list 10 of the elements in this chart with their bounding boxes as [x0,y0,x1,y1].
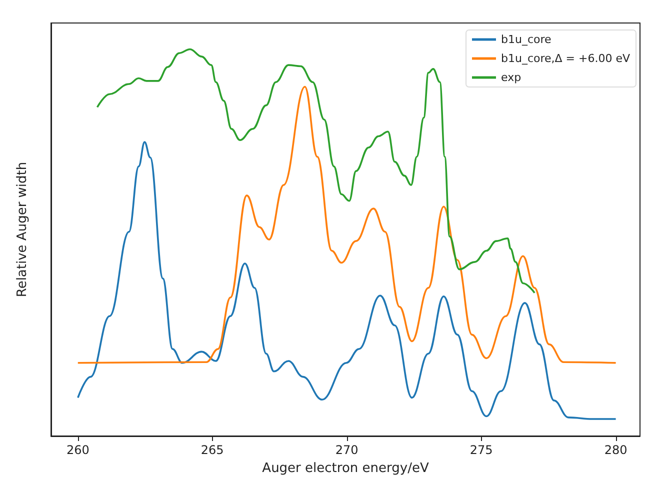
x-axis-title: Auger electron energy/eV [262,461,429,476]
x-tick-label: 280 [604,443,628,457]
x-tick-label: 260 [66,443,90,457]
y-axis-title: Relative Auger width [15,162,30,298]
legend-label: b1u_core [500,33,552,46]
x-tick-label: 275 [470,443,493,457]
x-tick-label: 265 [200,443,224,457]
legend-label: exp [500,71,522,84]
legend-label: b1u_core,Δ = +6.00 eV [500,52,630,65]
x-tick-label: 270 [335,443,358,457]
